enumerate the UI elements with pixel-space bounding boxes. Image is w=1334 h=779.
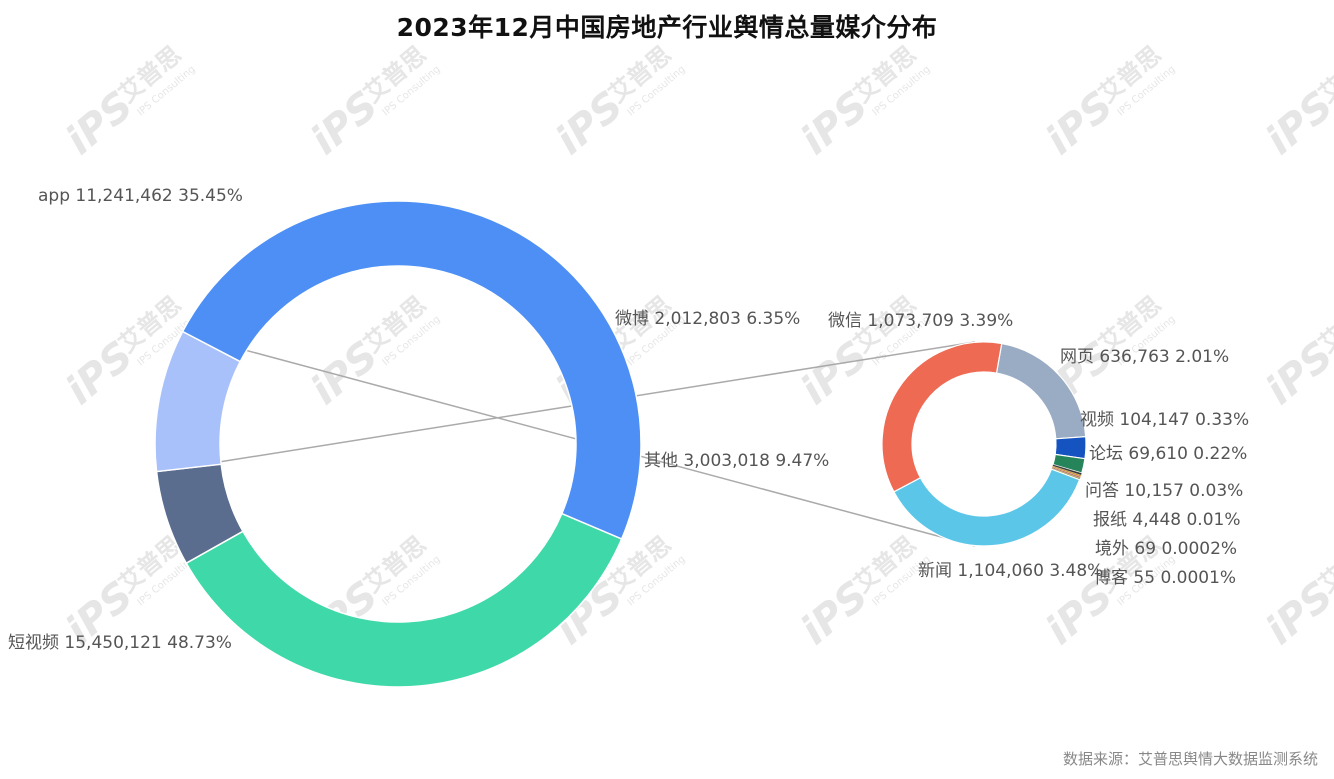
- main-slice-label-0: app 11,241,462 35.45%: [38, 186, 243, 206]
- slice-labels: app 11,241,462 35.45% 微博 2,012,803 6.35% 其…: [8, 186, 1249, 653]
- breakdown-slice-label-1: 视频 104,147 0.33%: [1080, 410, 1249, 430]
- data-source-note: 数据来源：艾普思舆情大数据监测系统: [1062, 750, 1318, 768]
- breakdown-slice-label-0: 网页 636,763 2.01%: [1060, 347, 1229, 367]
- breakdown-slice-7[interactable]: [893, 468, 1081, 547]
- main-donut: [154, 200, 642, 688]
- breakdown-slice-label-3: 问答 10,157 0.03%: [1085, 481, 1243, 501]
- breakdown-donut: [881, 341, 1087, 547]
- breakdown-slice-label-5: 境外 69 0.0002%: [1095, 539, 1237, 559]
- breakdown-slice-8[interactable]: [881, 341, 1003, 493]
- main-slice-0[interactable]: [185, 512, 623, 688]
- breakdown-slice-label-8: 微信 1,073,709 3.39%: [828, 311, 1013, 331]
- main-slice-label-1: 微博 2,012,803 6.35%: [615, 309, 800, 329]
- breakdown-slice-label-6: 博客 55 0.0001%: [1094, 568, 1236, 588]
- connector-line-top: [164, 341, 976, 472]
- breakdown-slice-label-2: 论坛 69,610 0.22%: [1089, 444, 1247, 464]
- main-slice-label-2: 其他 3,003,018 9.47%: [644, 451, 829, 471]
- page-title: 2023年12月中国房地产行业舆情总量媒介分布: [396, 13, 938, 42]
- breakdown-slice-label-7: 新闻 1,104,060 3.48%: [918, 561, 1103, 581]
- breakdown-slice-label-4: 报纸 4,448 0.01%: [1093, 510, 1240, 530]
- main-slice-label-3: 短视频 15,450,121 48.73%: [8, 633, 232, 653]
- main-slice-3[interactable]: [181, 200, 642, 540]
